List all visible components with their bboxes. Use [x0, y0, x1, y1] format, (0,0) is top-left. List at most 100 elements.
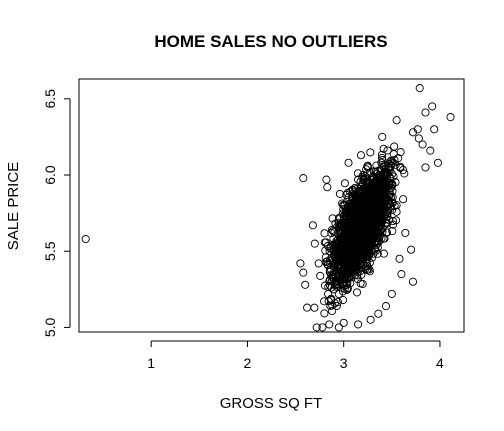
data-point	[408, 277, 418, 286]
data-point	[328, 306, 337, 316]
data-point	[401, 228, 410, 237]
data-point	[433, 158, 443, 167]
data-point	[354, 255, 363, 264]
data-point	[399, 165, 408, 175]
data-point	[388, 227, 397, 236]
data-point	[387, 289, 396, 298]
data-point	[380, 173, 389, 182]
data-point	[381, 302, 391, 311]
data-point	[335, 189, 344, 198]
data-point	[383, 209, 392, 219]
data-point	[340, 201, 349, 210]
data-point	[334, 323, 343, 332]
data-point	[366, 315, 375, 324]
data-point	[340, 179, 349, 188]
data-point	[303, 303, 312, 312]
data-point	[359, 175, 368, 184]
x-tick-label: 2	[244, 355, 252, 371]
data-point	[344, 201, 353, 210]
data-point	[310, 239, 319, 248]
y-tick-label: 6.5	[42, 89, 58, 109]
data-point	[353, 169, 362, 178]
data-point	[331, 219, 340, 228]
y-tick-label: 6.0	[42, 165, 58, 185]
data-point	[340, 241, 349, 250]
data-point	[343, 202, 352, 211]
data-point	[348, 241, 358, 250]
data-point	[299, 268, 308, 277]
data-point	[365, 212, 374, 221]
data-point	[334, 289, 343, 299]
data-point	[374, 309, 383, 318]
data-point	[320, 229, 329, 238]
data-point	[344, 264, 353, 273]
x-tick-label: 4	[436, 355, 444, 371]
data-point	[360, 213, 369, 222]
data-point	[352, 242, 361, 251]
data-point	[350, 209, 359, 218]
data-point	[296, 259, 305, 268]
data-point	[361, 177, 370, 186]
data-point	[341, 229, 350, 238]
data-point	[327, 294, 336, 303]
data-point	[348, 186, 357, 195]
data-point	[407, 245, 416, 254]
data-point	[408, 128, 418, 137]
data-point	[318, 323, 327, 332]
data-point	[387, 157, 396, 166]
data-point	[312, 323, 321, 332]
data-point	[339, 295, 348, 305]
data-point	[354, 215, 363, 224]
data-point	[430, 125, 439, 134]
data-point	[347, 222, 356, 232]
data-point	[344, 193, 353, 202]
data-point	[387, 198, 396, 207]
data-point	[325, 320, 334, 329]
data-point	[81, 234, 90, 244]
data-point	[390, 142, 399, 151]
data-point	[340, 258, 349, 267]
data-point	[321, 246, 330, 255]
data-point	[350, 188, 359, 197]
y-axis-label: SALE PRICE	[5, 162, 22, 250]
chart-title: HOME SALES NO OUTLIERS	[154, 32, 387, 51]
data-point	[343, 279, 352, 288]
data-point	[356, 203, 365, 212]
data-point	[299, 174, 308, 183]
data-point	[353, 274, 362, 283]
data-point	[382, 228, 391, 237]
data-point	[421, 163, 430, 172]
data-point	[321, 257, 330, 267]
data-point	[333, 297, 342, 307]
data-point	[332, 301, 341, 310]
data-point	[324, 297, 333, 306]
data-point	[379, 249, 388, 258]
data-point	[344, 158, 353, 167]
data-point	[334, 218, 343, 227]
data-point	[362, 193, 371, 202]
data-point	[341, 246, 351, 255]
data-point	[354, 320, 363, 329]
data-point	[379, 193, 388, 202]
data-point	[366, 148, 375, 157]
data-point	[415, 84, 424, 93]
data-point	[368, 186, 377, 195]
data-point	[342, 207, 351, 216]
data-point	[320, 281, 330, 290]
data-point	[383, 219, 392, 228]
data-point	[347, 273, 356, 282]
data-point	[374, 181, 383, 190]
data-point	[358, 223, 367, 232]
data-point	[357, 231, 366, 240]
data-point	[325, 277, 334, 286]
data-point	[339, 318, 348, 327]
data-point	[333, 280, 342, 289]
data-point	[392, 207, 401, 216]
x-tick-label: 1	[147, 355, 155, 371]
data-point	[357, 239, 366, 248]
data-point	[379, 144, 388, 153]
data-point	[371, 223, 380, 232]
data-point	[356, 267, 365, 276]
data-point	[389, 150, 398, 159]
